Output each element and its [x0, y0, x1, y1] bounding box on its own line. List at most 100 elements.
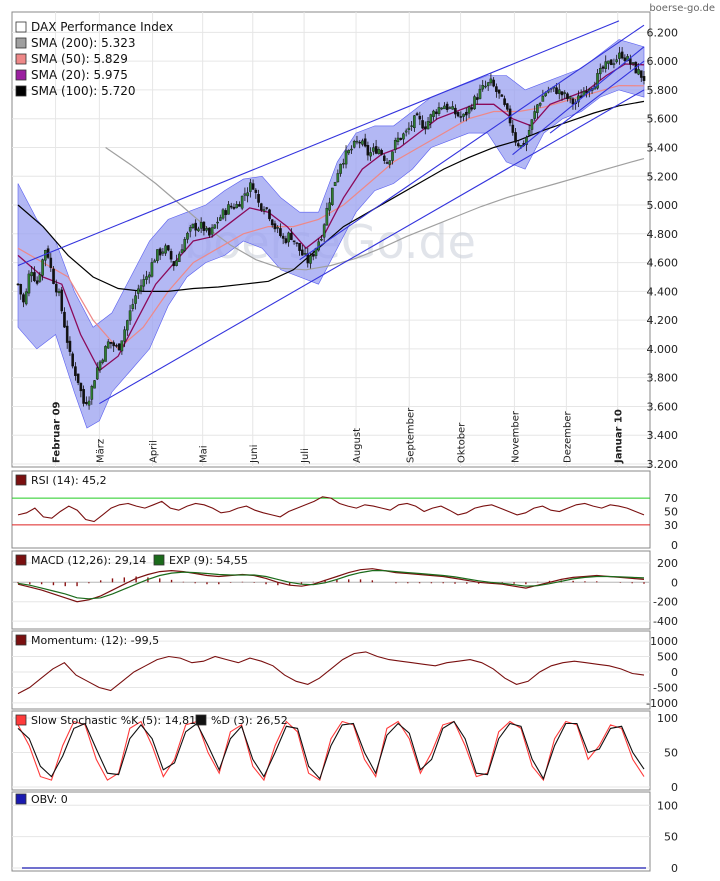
- candle: [434, 111, 438, 115]
- candle: [60, 289, 64, 312]
- candle: [391, 151, 394, 161]
- candle: [235, 204, 238, 209]
- candle: [147, 274, 151, 278]
- bollinger-band: [17, 39, 645, 429]
- candle: [295, 242, 299, 244]
- candle: [123, 329, 126, 342]
- price-tick-label: 5.200: [647, 170, 679, 183]
- candle: [76, 373, 80, 383]
- candle: [251, 183, 255, 190]
- candle: [429, 114, 433, 124]
- trend-line: [549, 60, 645, 134]
- candle: [24, 291, 28, 305]
- candle: [95, 367, 99, 380]
- candle: [484, 85, 487, 88]
- macd-line: [17, 568, 645, 603]
- rsi-tick-label: 50: [664, 506, 678, 519]
- month-label: Dezember: [562, 411, 573, 463]
- candle: [188, 227, 192, 232]
- obv-tick-label: 0: [671, 862, 678, 875]
- candle: [418, 115, 422, 120]
- candle: [82, 389, 85, 404]
- candle: [413, 115, 416, 129]
- candle: [380, 150, 383, 155]
- candle: [183, 239, 187, 251]
- candle: [557, 89, 561, 94]
- candle: [227, 204, 230, 215]
- month-label: Juni: [249, 445, 260, 464]
- candle: [115, 345, 118, 347]
- candle: [437, 107, 441, 114]
- momentum-tick-label: 0: [671, 666, 678, 679]
- candle: [49, 257, 53, 268]
- rsi-tick-label: 70: [664, 492, 678, 505]
- candle: [71, 353, 74, 367]
- site-credit: boerse-go.de: [649, 3, 715, 14]
- candle: [563, 92, 567, 94]
- candle: [530, 119, 534, 130]
- candle: [167, 245, 170, 251]
- candle: [284, 238, 288, 244]
- candle: [347, 149, 351, 154]
- candle: [218, 217, 222, 221]
- candle: [273, 223, 277, 230]
- month-label: Februar 09: [52, 401, 63, 463]
- candle: [156, 249, 159, 261]
- candle: [120, 340, 124, 352]
- rsi-tick-label: 30: [664, 519, 678, 532]
- price-chart-title: DAX Performance Index: [31, 20, 173, 34]
- candle: [257, 194, 260, 203]
- candle: [432, 110, 435, 117]
- macd-tick-label: 200: [657, 557, 678, 570]
- candle: [153, 260, 156, 263]
- candle: [467, 106, 471, 114]
- candle: [85, 402, 88, 404]
- price-legend-entry: SMA (200): 5.323: [31, 36, 135, 50]
- candle: [290, 232, 293, 240]
- candle: [104, 346, 107, 362]
- candle: [311, 254, 315, 257]
- candle: [249, 182, 252, 192]
- stochastic-title-swatch: [15, 714, 27, 726]
- candle: [292, 240, 296, 242]
- candle: [131, 304, 135, 309]
- price-tick-label: 5.600: [647, 113, 679, 126]
- candle: [492, 79, 495, 87]
- candle: [325, 207, 329, 226]
- candle: [607, 60, 610, 64]
- candle: [221, 209, 225, 219]
- momentum-tick-label: -1000: [646, 697, 678, 710]
- candle: [383, 155, 386, 161]
- candle: [208, 227, 211, 236]
- candle: [98, 361, 102, 370]
- month-label: Juli: [300, 448, 311, 464]
- candle: [281, 235, 285, 239]
- candle: [374, 146, 378, 154]
- candle: [478, 88, 482, 99]
- candle: [629, 58, 632, 65]
- candle: [336, 173, 340, 183]
- candle: [270, 219, 274, 226]
- candle: [637, 69, 640, 75]
- candle: [328, 202, 331, 211]
- candle: [279, 228, 282, 237]
- momentum-tick-label: 500: [657, 651, 678, 664]
- sma-200-line: [105, 147, 645, 271]
- candle: [631, 62, 635, 64]
- candle: [287, 232, 290, 243]
- candle: [533, 111, 536, 119]
- stochastic-title: Slow Stochastic %K (5): 14,81: [31, 714, 196, 727]
- momentum-tick-label: 1000: [650, 635, 678, 648]
- candle: [475, 97, 479, 100]
- candle: [38, 274, 42, 282]
- candle: [134, 295, 137, 304]
- candle: [199, 222, 203, 229]
- candle: [194, 222, 197, 231]
- candle: [445, 103, 449, 110]
- candle: [415, 113, 419, 116]
- candle: [571, 98, 575, 105]
- price-chart-title-swatch: [15, 21, 27, 33]
- candle: [19, 284, 23, 295]
- price-tick-label: 4.400: [647, 285, 679, 298]
